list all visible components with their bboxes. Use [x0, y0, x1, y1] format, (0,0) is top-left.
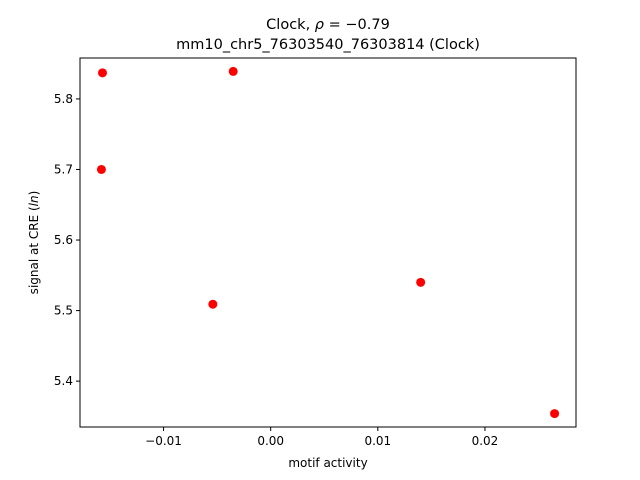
- chart-title-prefix: Clock,: [266, 17, 315, 33]
- data-point: [208, 299, 218, 309]
- data-points: [96, 66, 560, 419]
- x-axis-label: motif activity: [288, 456, 367, 470]
- data-point: [228, 66, 238, 76]
- y-axis-label: signal at CRE (ln): [27, 191, 41, 295]
- data-point: [97, 68, 107, 78]
- y-tick-label: 5.4: [54, 374, 73, 388]
- y-tick-label: 5.7: [54, 162, 73, 176]
- x-tick-label: 0.00: [257, 434, 284, 448]
- y-tick-label: 5.5: [54, 304, 73, 318]
- y-axis-label-prefix: signal at CRE (: [27, 206, 41, 294]
- chart-title-line1: Clock, ρ = −0.79: [266, 17, 390, 33]
- data-point: [550, 409, 560, 419]
- plot-area-frame: [79, 57, 577, 428]
- y-tick-label: 5.6: [54, 233, 73, 247]
- y-axis-label-italic: ln: [27, 195, 41, 206]
- data-point: [96, 164, 106, 174]
- data-point: [416, 277, 426, 287]
- chart-title-line2: mm10_chr5_76303540_76303814 (Clock): [176, 37, 480, 53]
- y-axis-label-suffix: ): [27, 191, 41, 196]
- chart-title-rho-symbol: ρ: [315, 17, 325, 33]
- x-tick-label: −0.01: [145, 434, 182, 448]
- x-tick-label: 0.01: [364, 434, 391, 448]
- chart-title-rho-value: = −0.79: [324, 17, 390, 33]
- axis-ticks: −0.01 0.00 0.01 0.02 5.4 5.5 5.6 5.7 5.8: [54, 92, 498, 448]
- y-tick-label: 5.8: [54, 92, 73, 106]
- x-tick-label: 0.02: [472, 434, 499, 448]
